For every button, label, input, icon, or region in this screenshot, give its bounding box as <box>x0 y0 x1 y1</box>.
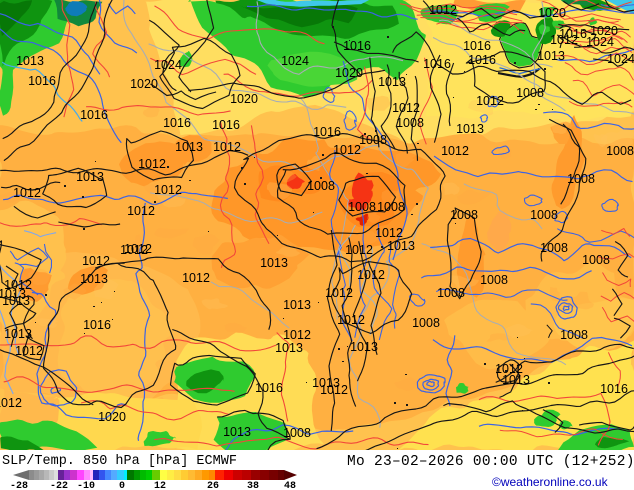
svg-text:1020: 1020 <box>230 92 258 106</box>
svg-text:1012: 1012 <box>325 286 353 300</box>
svg-text:1012: 1012 <box>550 33 578 47</box>
svg-text:1013: 1013 <box>2 294 30 308</box>
svg-text:1013: 1013 <box>175 140 203 154</box>
svg-text:1012: 1012 <box>476 94 504 108</box>
svg-text:1020: 1020 <box>98 410 126 424</box>
svg-text:1020: 1020 <box>538 6 566 20</box>
svg-text:1016: 1016 <box>80 108 108 122</box>
svg-text:1012: 1012 <box>154 183 182 197</box>
svg-text:1013: 1013 <box>502 373 530 387</box>
svg-text:1008: 1008 <box>283 426 311 440</box>
svg-text:1016: 1016 <box>212 118 240 132</box>
svg-text:1016: 1016 <box>313 125 341 139</box>
svg-text:1013: 1013 <box>4 327 32 341</box>
svg-text:1012: 1012 <box>0 396 22 410</box>
svg-text:1012: 1012 <box>345 243 373 257</box>
svg-text:1013: 1013 <box>378 75 406 89</box>
svg-text:1016: 1016 <box>600 382 628 396</box>
svg-text:1016: 1016 <box>255 381 283 395</box>
svg-text:1016: 1016 <box>83 318 111 332</box>
svg-text:1008: 1008 <box>377 200 405 214</box>
svg-text:1013: 1013 <box>223 425 251 439</box>
svg-text:1012: 1012 <box>4 278 32 292</box>
svg-text:1008: 1008 <box>437 286 465 300</box>
svg-text:1012: 1012 <box>213 140 241 154</box>
svg-text:1008: 1008 <box>606 144 634 158</box>
svg-text:1012: 1012 <box>375 226 403 240</box>
svg-text:1012: 1012 <box>333 143 361 157</box>
svg-text:1024: 1024 <box>281 54 309 68</box>
svg-text:1024: 1024 <box>607 52 634 66</box>
svg-text:1012: 1012 <box>127 204 155 218</box>
svg-text:1008: 1008 <box>480 273 508 287</box>
svg-text:1016: 1016 <box>423 57 451 71</box>
svg-text:1008: 1008 <box>516 86 544 100</box>
svg-text:1008: 1008 <box>412 316 440 330</box>
svg-text:1012: 1012 <box>138 157 166 171</box>
svg-text:1012: 1012 <box>392 101 420 115</box>
svg-text:1012: 1012 <box>124 242 152 256</box>
svg-text:1012: 1012 <box>182 271 210 285</box>
svg-text:1008: 1008 <box>359 133 387 147</box>
svg-text:1008: 1008 <box>582 253 610 267</box>
svg-text:1024: 1024 <box>586 35 614 49</box>
svg-text:1020: 1020 <box>130 77 158 91</box>
svg-text:1013: 1013 <box>350 340 378 354</box>
svg-text:1012: 1012 <box>15 344 43 358</box>
svg-text:1013: 1013 <box>0 287 26 301</box>
svg-text:1012: 1012 <box>337 313 365 327</box>
svg-text:1012: 1012 <box>120 243 148 257</box>
svg-text:1012: 1012 <box>429 3 457 17</box>
svg-text:1013: 1013 <box>537 49 565 63</box>
svg-text:1016: 1016 <box>163 116 191 130</box>
svg-text:1016: 1016 <box>343 39 371 53</box>
svg-text:1024: 1024 <box>154 58 182 72</box>
svg-text:1013: 1013 <box>76 170 104 184</box>
svg-text:1008: 1008 <box>450 208 478 222</box>
svg-text:1012: 1012 <box>13 186 41 200</box>
svg-text:1013: 1013 <box>275 341 303 355</box>
svg-text:1012: 1012 <box>357 268 385 282</box>
svg-text:1016: 1016 <box>463 39 491 53</box>
svg-text:1016: 1016 <box>468 53 496 67</box>
svg-text:1013: 1013 <box>387 239 415 253</box>
svg-text:1013: 1013 <box>16 54 44 68</box>
svg-text:1013: 1013 <box>80 272 108 286</box>
svg-text:1020: 1020 <box>335 66 363 80</box>
svg-text:1008: 1008 <box>540 241 568 255</box>
svg-text:1016: 1016 <box>559 27 587 41</box>
svg-text:1012: 1012 <box>495 362 523 376</box>
svg-text:1008: 1008 <box>560 328 588 342</box>
svg-text:1008: 1008 <box>567 172 595 186</box>
svg-text:1013: 1013 <box>260 256 288 270</box>
svg-text:1008: 1008 <box>307 179 335 193</box>
svg-text:1012: 1012 <box>82 254 110 268</box>
svg-text:1013: 1013 <box>312 376 340 390</box>
svg-text:1013: 1013 <box>283 298 311 312</box>
svg-text:1008: 1008 <box>530 208 558 222</box>
svg-text:1016: 1016 <box>28 74 56 88</box>
svg-text:1008: 1008 <box>348 200 376 214</box>
svg-text:1020: 1020 <box>590 24 618 38</box>
svg-text:1012: 1012 <box>441 144 469 158</box>
svg-text:1008: 1008 <box>396 116 424 130</box>
svg-text:1012: 1012 <box>283 328 311 342</box>
svg-text:1013: 1013 <box>456 122 484 136</box>
svg-text:1012: 1012 <box>320 383 348 397</box>
